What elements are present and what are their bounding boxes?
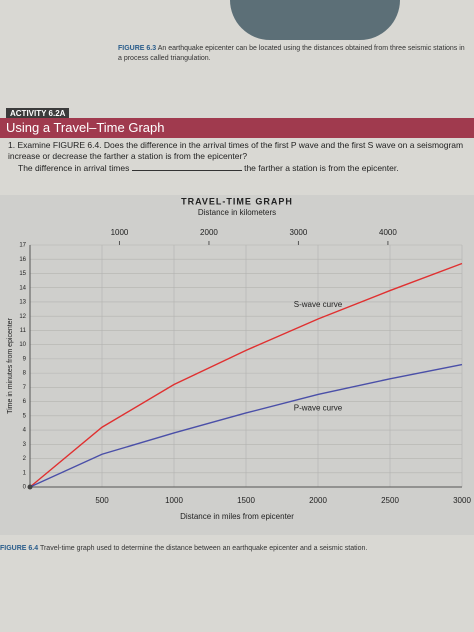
curve-label: S-wave curve	[294, 300, 343, 309]
x-tick-label: 2000	[309, 496, 327, 505]
answer-line: The difference in arrival times the fart…	[18, 163, 399, 173]
y-tick-label: 0	[23, 485, 27, 491]
y-tick-label: 8	[23, 371, 27, 377]
y-tick-label: 17	[19, 243, 26, 249]
question: 1. Examine FIGURE 6.4. Does the differen…	[8, 140, 464, 161]
y-tick-label: 1	[23, 470, 27, 476]
y-tick-label: 5	[23, 413, 27, 419]
y-tick-label: 6	[23, 399, 27, 405]
x-tick-label: 500	[95, 496, 109, 505]
y-tick-label: 7	[23, 385, 27, 391]
y-tick-label: 10	[19, 342, 26, 348]
activity-title: Using a Travel–Time Graph	[0, 118, 474, 138]
y-tick-label: 2	[23, 456, 27, 462]
y-axis-label: Time in minutes from epicenter	[7, 317, 14, 413]
y-tick-label: 3	[23, 442, 27, 448]
x-tick-label: 3000	[453, 496, 471, 505]
photo	[230, 0, 400, 40]
y-tick-label: 15	[19, 271, 26, 277]
x2-tick-label: 2000	[200, 228, 218, 237]
y-tick-label: 13	[19, 300, 26, 306]
curve	[29, 262, 463, 488]
x-tick-label: 1500	[237, 496, 255, 505]
x2-tick-label: 4000	[379, 228, 397, 237]
y-tick-label: 16	[19, 257, 26, 263]
figure-caption: FIGURE 6.3 An earthquake epicenter can b…	[118, 45, 465, 62]
origin-dot	[27, 484, 33, 490]
x2-tick-label: 3000	[290, 228, 308, 237]
x2-axis-label: Distance in kilometers	[198, 208, 276, 217]
y-tick-label: 12	[19, 314, 26, 320]
curve-label: P-wave curve	[294, 404, 343, 413]
x-tick-label: 1000	[165, 496, 183, 505]
y-tick-label: 9	[23, 356, 27, 362]
x-axis-label: Distance in miles from epicenter	[180, 512, 294, 521]
y-tick-label: 14	[19, 285, 26, 291]
activity-label: ACTIVITY 6.2A	[6, 108, 70, 119]
chart-background	[0, 195, 474, 535]
x2-tick-label: 1000	[111, 228, 129, 237]
chart: TRAVEL-TIME GRAPH Distance in kilometers…	[0, 195, 474, 535]
y-tick-label: 4	[23, 428, 27, 434]
figure-caption: FIGURE 6.4 Travel-time graph used to det…	[0, 545, 368, 552]
y-tick-label: 11	[20, 328, 27, 334]
chart-title: TRAVEL-TIME GRAPH	[181, 196, 293, 206]
curve	[29, 363, 463, 488]
x-tick-label: 2500	[381, 496, 399, 505]
